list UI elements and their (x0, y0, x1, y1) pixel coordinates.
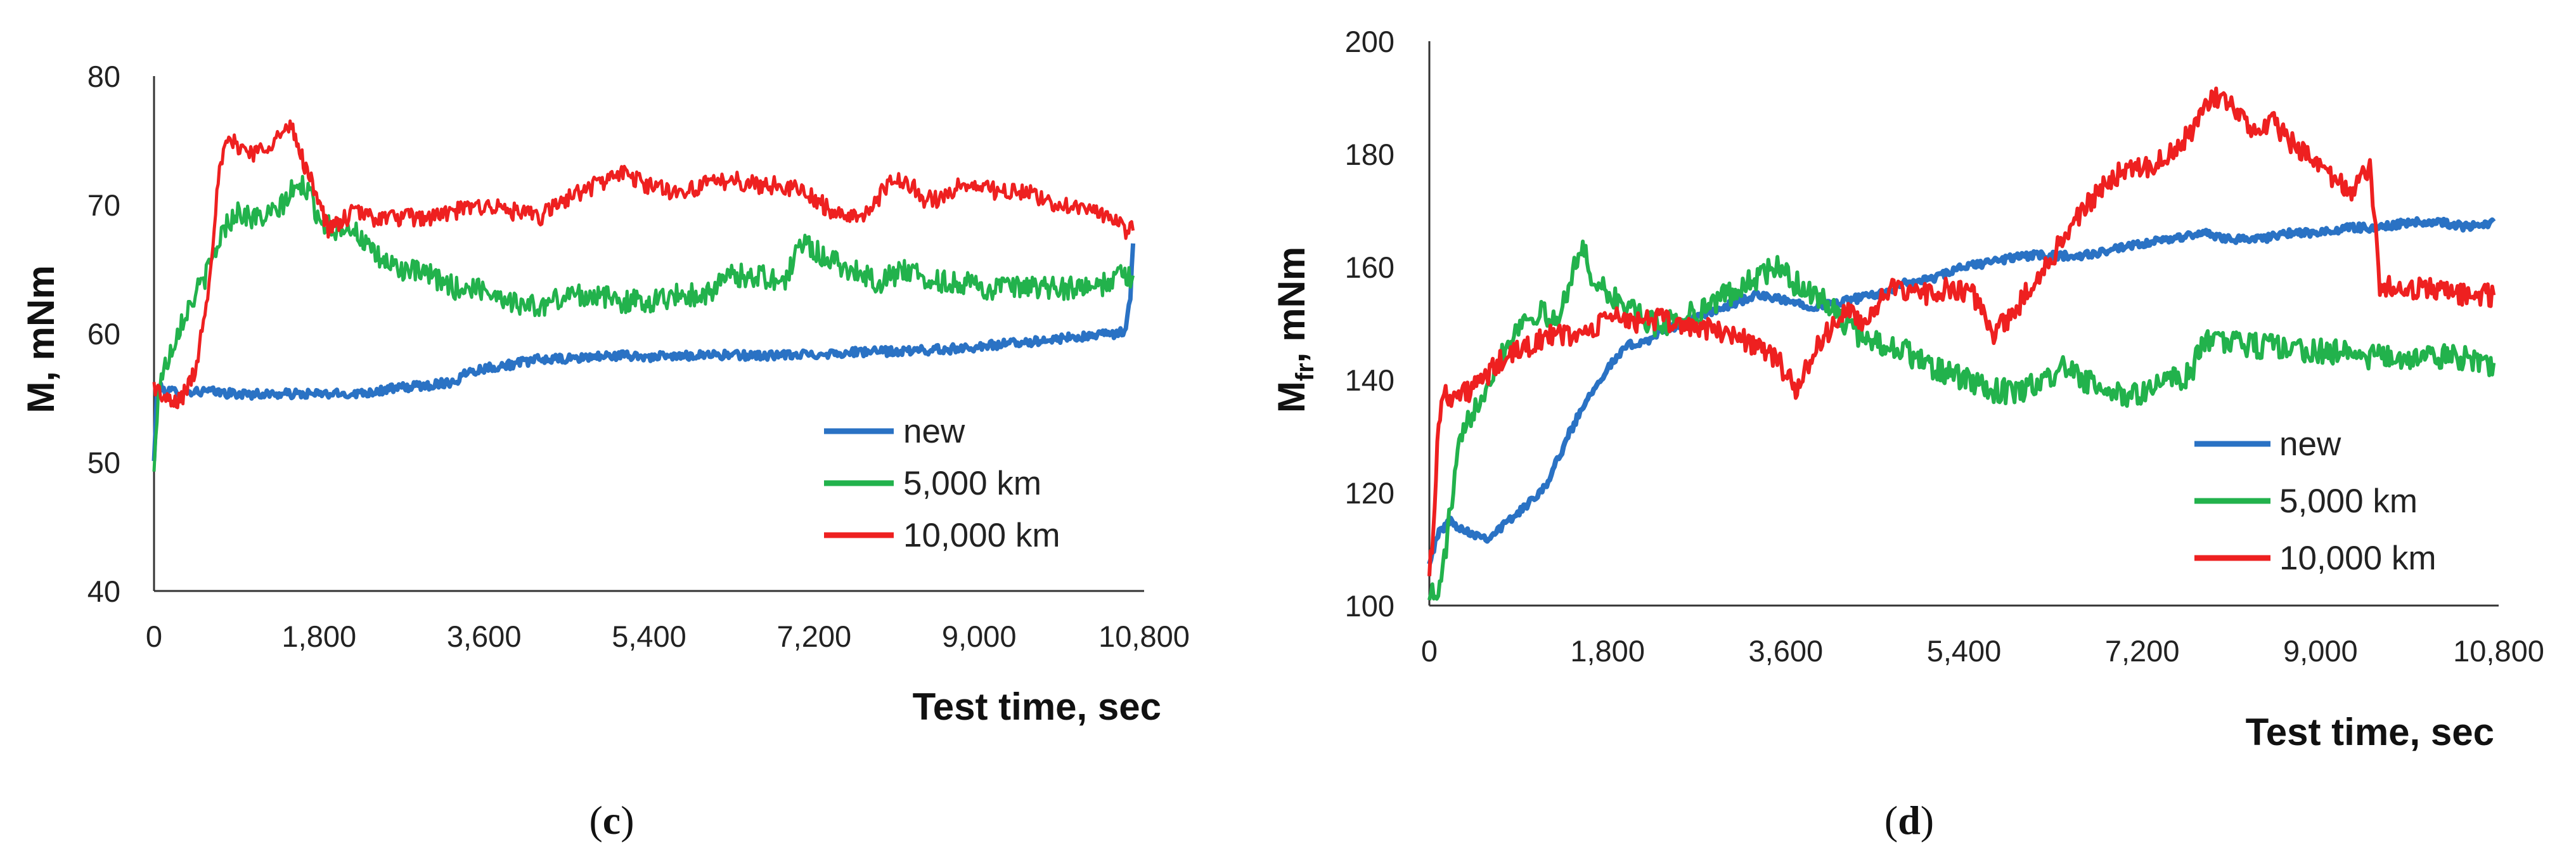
x-tick-label-c: 1,800 (282, 620, 357, 653)
x-tick-label-c: 5,400 (612, 620, 686, 653)
series-line-c-new (151, 243, 1136, 462)
y-tick-label-d: 120 (1345, 476, 1394, 510)
y-tick-label-d: 100 (1345, 589, 1394, 623)
y-tick-label-c: 60 (87, 317, 120, 351)
x-tick-label-d: 9,000 (2283, 634, 2358, 668)
x-tick-label-d: 1,800 (1570, 634, 1645, 668)
legend-label-c: new (903, 413, 965, 450)
x-tick-label-d: 7,200 (2105, 634, 2180, 668)
legend-label-d: 5,000 km (2279, 483, 2418, 520)
caption-letter-c: c (603, 798, 621, 843)
y-tick-label-c: 70 (87, 188, 120, 222)
y-tick-label-c: 40 (87, 574, 120, 608)
legend-label-c: 5,000 km (903, 465, 1041, 502)
series-line-d-5000km (1427, 239, 2496, 601)
x-tick-label-d: 3,600 (1749, 634, 1824, 668)
caption-letter-d: d (1898, 798, 1921, 843)
series-line-d-new (1427, 216, 2496, 565)
y-tick-label-d: 160 (1345, 250, 1394, 284)
chart-panel-d: Mfr, mNm Test time, sec (d) 100 120 140 160… (1270, 25, 2544, 843)
legend-label-c: 10,000 km (903, 517, 1060, 554)
series-line-c-10000km (152, 119, 1135, 410)
x-tick-label-d: 5,400 (1927, 634, 2002, 668)
x-tick-label-c: 0 (146, 620, 162, 653)
chart-panel-c: M, mNm Test time, sec (c) 40 50 60 70 80 0 1,8… (20, 60, 1190, 843)
series-line-d-10000km (1427, 86, 2496, 576)
y-axis-title-c: M, mNm (20, 265, 62, 413)
series-line-c-5000km (152, 174, 1135, 472)
x-tick-label-c: 10,800 (1098, 620, 1190, 653)
y-tick-label-d: 140 (1345, 363, 1394, 397)
caption-d: (d) (1884, 798, 1934, 843)
y-tick-label-c: 50 (87, 446, 120, 479)
x-tick-label-d: 0 (1421, 634, 1438, 668)
x-tick-label-c: 3,600 (447, 620, 522, 653)
x-tick-label-d: 10,800 (2453, 634, 2544, 668)
x-tick-label-c: 7,200 (777, 620, 852, 653)
y-axis-title-rest-d: , mNm (1270, 247, 1313, 363)
x-tick-label-c: 9,000 (942, 620, 1017, 653)
y-tick-label-c: 80 (87, 60, 120, 93)
x-axis-title-c: Test time, sec (913, 685, 1161, 728)
y-axis-title-main-d: M (1270, 381, 1313, 413)
y-axis-title-d: Mfr, mNm (1270, 247, 1319, 413)
y-tick-label-d: 180 (1345, 138, 1394, 171)
caption-c: (c) (589, 798, 634, 843)
y-axis-title-sub-d: fr (1291, 363, 1319, 381)
y-tick-label-d: 200 (1345, 25, 1394, 58)
legend-label-d: 10,000 km (2279, 540, 2436, 577)
legend-label-d: new (2279, 425, 2341, 463)
x-axis-title-d: Test time, sec (2246, 711, 2494, 753)
